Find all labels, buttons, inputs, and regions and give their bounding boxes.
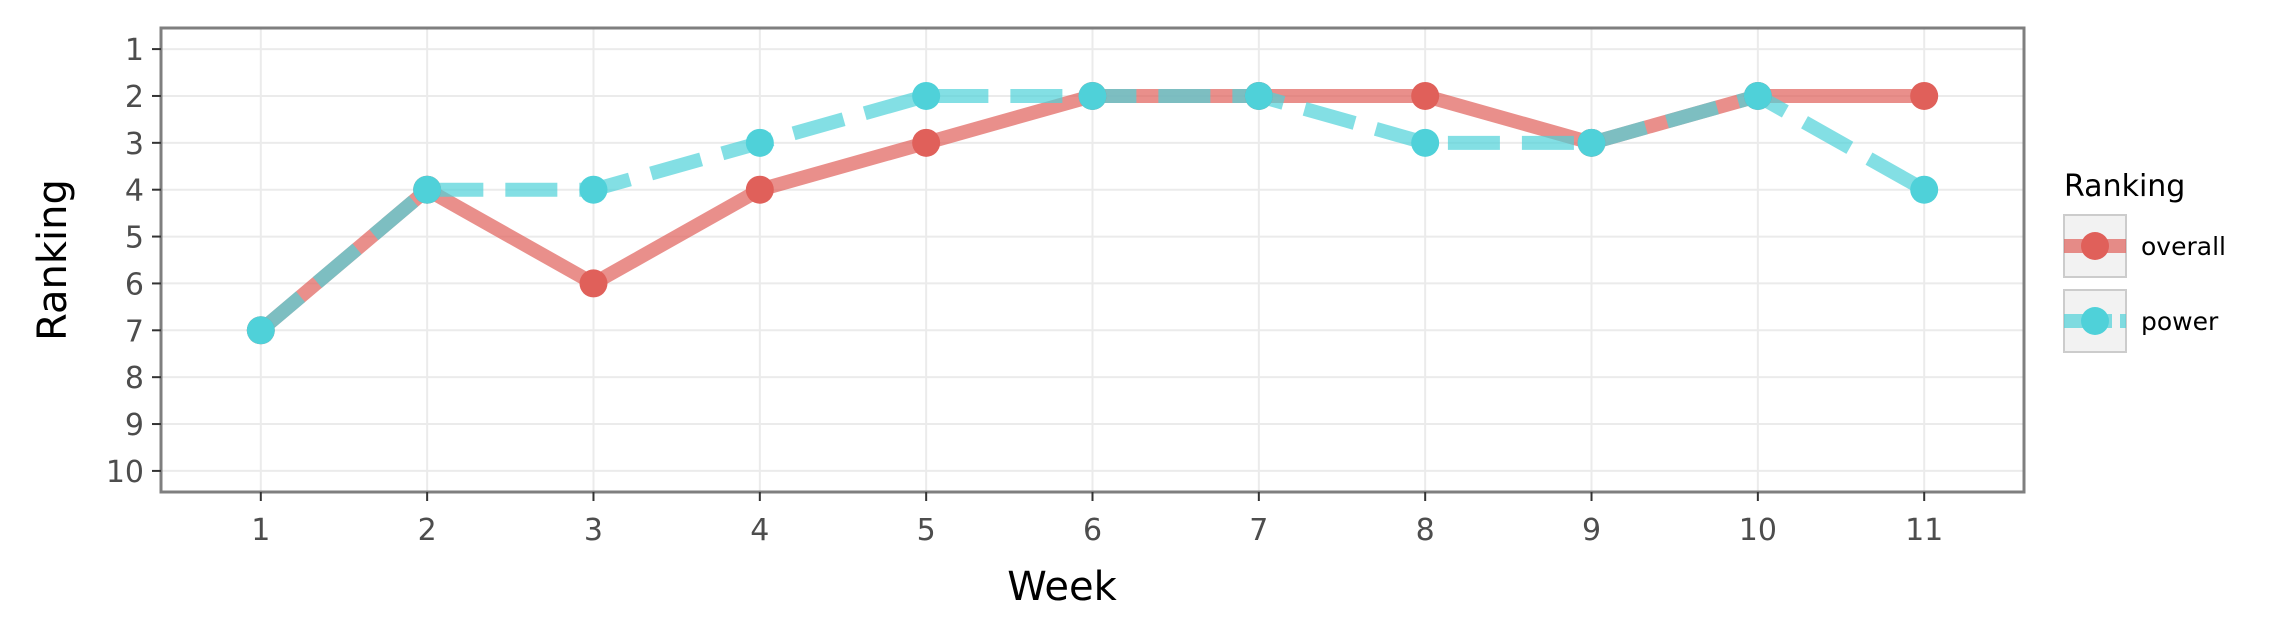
data-point-power (1910, 175, 1939, 204)
grid-lines (161, 28, 2024, 492)
data-point-power (745, 128, 774, 157)
x-tick-label: 8 (1416, 513, 1435, 548)
y-tick-label: 5 (125, 221, 144, 256)
legend-items: overall power (2063, 214, 2226, 353)
data-point-overall (745, 175, 774, 204)
y-tick-label: 1 (125, 33, 144, 68)
y-tick-label: 6 (125, 267, 144, 302)
y-tick-label: 10 (106, 455, 144, 490)
y-tick-label: 4 (125, 174, 144, 209)
data-point-overall (912, 128, 941, 157)
data-point-power (413, 175, 442, 204)
x-tick-label: 6 (1083, 513, 1102, 548)
data-point-power (912, 81, 941, 110)
data-point-overall (1411, 81, 1440, 110)
x-tick-label: 9 (1582, 513, 1601, 548)
y-tick-label: 9 (125, 408, 144, 443)
data-point-overall (579, 269, 608, 298)
data-point-overall (1910, 81, 1939, 110)
x-tick-label: 7 (1249, 513, 1268, 548)
y-tick-label: 2 (125, 80, 144, 115)
y-tick-label: 8 (125, 361, 144, 396)
y-axis-ticks: 1 2 3 4 5 6 7 8 9 10 (106, 33, 161, 490)
x-tick-label: 10 (1739, 513, 1777, 548)
legend: Ranking overall power (2063, 169, 2226, 353)
legend-label-overall: overall (2141, 232, 2226, 261)
legend-label-power: power (2141, 307, 2219, 336)
data-point-power (1743, 81, 1772, 110)
x-axis-title: Week (1007, 564, 1117, 610)
x-tick-label: 4 (750, 513, 769, 548)
data-point-power (1577, 128, 1606, 157)
data-point-power (1244, 81, 1273, 110)
x-tick-label: 1 (251, 513, 270, 548)
x-tick-label: 3 (584, 513, 603, 548)
y-tick-label: 7 (125, 314, 144, 349)
data-series (246, 81, 1939, 345)
data-point-power (1411, 128, 1440, 157)
y-axis-title: Ranking (30, 179, 76, 341)
x-tick-label: 5 (917, 513, 936, 548)
data-point-power (1078, 81, 1107, 110)
x-tick-label: 11 (1905, 513, 1943, 548)
x-tick-label: 2 (418, 513, 437, 548)
data-point-power (579, 175, 608, 204)
data-point-power (246, 316, 275, 345)
legend-key-point (2081, 307, 2109, 335)
legend-key-point (2081, 232, 2109, 260)
legend-title: Ranking (2064, 169, 2185, 204)
y-tick-label: 3 (125, 127, 144, 162)
x-axis-ticks: 1 2 3 4 5 6 7 8 9 10 11 (251, 492, 1943, 548)
